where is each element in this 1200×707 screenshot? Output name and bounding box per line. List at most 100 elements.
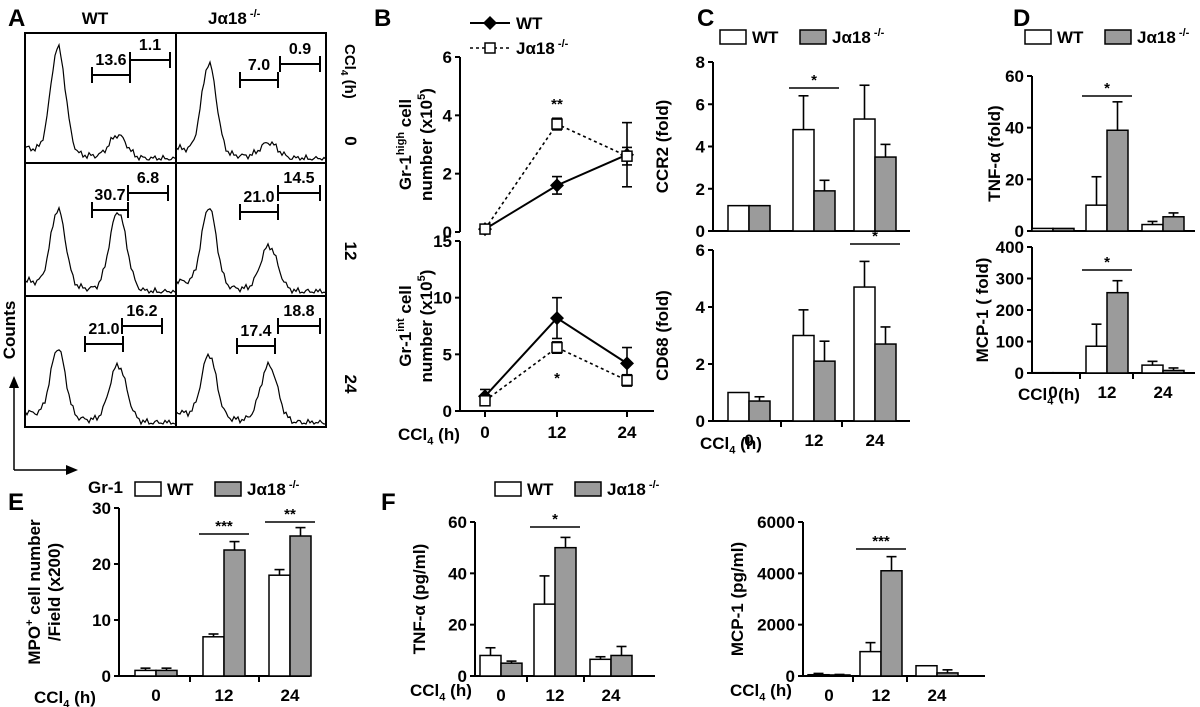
ko-label: Jα18 -/- bbox=[208, 8, 261, 28]
chart-b-top: 0 2 4 6 ** Gr-1high cell number (x105) bbox=[395, 48, 634, 242]
bar bbox=[268, 574, 291, 677]
chart-e-top: 0 20 40 60 * TNF-α (fold) bbox=[985, 67, 1195, 241]
text-span: Gr-1 bbox=[396, 332, 415, 367]
text-span: 4 bbox=[759, 691, 766, 703]
text-span: -/- bbox=[555, 38, 569, 50]
y-axis-title: TNF-α (fold) bbox=[985, 105, 1004, 201]
legend-marker-ko bbox=[484, 42, 496, 54]
legend-swatch-ko bbox=[574, 481, 602, 497]
x-tick-label: 0 bbox=[151, 686, 160, 705]
x-tick-label: 24 bbox=[602, 686, 621, 705]
bar bbox=[589, 658, 612, 677]
chart-d-top: 0 2 4 6 8 * CCR2 (fold) bbox=[653, 53, 910, 241]
row-label: 24 bbox=[341, 375, 360, 394]
histogram-trace bbox=[24, 349, 176, 426]
y-tick-label: 0 bbox=[786, 667, 795, 686]
panel-letter-e: E bbox=[8, 489, 24, 516]
text-span: Jα18 bbox=[208, 9, 247, 28]
data-point bbox=[550, 178, 564, 193]
legend-swatch-wt bbox=[494, 481, 522, 497]
x-tick-label: 12 bbox=[215, 686, 234, 705]
bar bbox=[1162, 216, 1185, 232]
y-tick-label: 6 bbox=[443, 48, 452, 67]
text-span: -/- bbox=[646, 479, 660, 491]
text-span: CCl bbox=[341, 44, 358, 70]
data-point bbox=[551, 341, 563, 354]
bar bbox=[748, 204, 771, 232]
y-tick-label: 60 bbox=[1005, 67, 1024, 86]
bar bbox=[500, 662, 523, 677]
x-tick-label: 12 bbox=[805, 431, 824, 450]
text-span: number (x10 bbox=[417, 100, 436, 201]
legend-label-wt: WT bbox=[752, 28, 779, 47]
y-tick-label: 400 bbox=[996, 238, 1024, 257]
bar bbox=[874, 343, 897, 422]
row-label: 12 bbox=[341, 242, 360, 261]
y-tick-label: 8 bbox=[696, 53, 705, 72]
ko-label: Jα18 -/- bbox=[247, 479, 300, 499]
text-span: 5 bbox=[416, 275, 428, 281]
y-tick-label: 4 bbox=[443, 106, 453, 125]
gate-value: 1.1 bbox=[139, 37, 161, 54]
significance-stars: *** bbox=[215, 518, 233, 535]
significance-stars: * bbox=[552, 511, 558, 528]
text-span: Jα18 bbox=[1137, 28, 1176, 47]
significance-stars: * bbox=[811, 72, 817, 89]
text-span: 4 bbox=[427, 435, 434, 447]
y-axis-title: Gr-1high cell bbox=[395, 99, 415, 190]
text-span: (h) bbox=[765, 681, 791, 700]
bar bbox=[853, 118, 876, 232]
legend-swatch-ko bbox=[1104, 29, 1132, 45]
text-span: CCl bbox=[34, 688, 63, 707]
data-point bbox=[621, 150, 633, 162]
data-point bbox=[479, 395, 491, 407]
histogram-trace bbox=[24, 42, 176, 162]
y-axis-title: number (x105) bbox=[416, 270, 436, 383]
x-tick-label: 24 bbox=[1154, 383, 1173, 402]
y-tick-label: 10 bbox=[433, 289, 452, 308]
series-line bbox=[484, 153, 628, 230]
x-tick-label: 12 bbox=[1098, 383, 1117, 402]
chart-f-left: 0 20 40 60 0 12 24 * TNF-α (pg/ml) bbox=[410, 511, 655, 705]
bar bbox=[748, 400, 771, 422]
bar bbox=[859, 650, 882, 677]
text-span: -/- bbox=[871, 27, 885, 39]
y-tick-label: 0 bbox=[443, 223, 452, 242]
y-tick-label: 6 bbox=[696, 95, 705, 114]
gate-value: 14.5 bbox=[283, 170, 314, 187]
text-span: Jα18 bbox=[516, 39, 555, 58]
text-span: int bbox=[395, 318, 407, 332]
y-tick-label: 20 bbox=[92, 555, 111, 574]
legend-label-wt: WT bbox=[167, 480, 194, 499]
text-span: CCl bbox=[410, 681, 439, 700]
x-tick-label: 24 bbox=[618, 423, 637, 442]
bar bbox=[289, 535, 312, 677]
y-tick-label: 20 bbox=[1005, 170, 1024, 189]
y-tick-label: 0 bbox=[443, 402, 452, 421]
text-span: (h) bbox=[433, 425, 459, 444]
y-tick-label: 5 bbox=[443, 345, 452, 364]
bar bbox=[479, 654, 502, 677]
y-tick-label: 20 bbox=[448, 616, 467, 635]
y-tick-label: 15 bbox=[433, 232, 452, 251]
text-span: CCl bbox=[1018, 385, 1047, 404]
text-span: (h) bbox=[735, 434, 761, 453]
significance-stars: ** bbox=[284, 506, 296, 523]
bar bbox=[807, 673, 830, 677]
x-tick-label: 0 bbox=[744, 431, 753, 450]
ccl4-h-label: CCl4 (h) bbox=[730, 681, 792, 703]
bar bbox=[155, 669, 178, 677]
bar bbox=[1085, 204, 1108, 232]
y-tick-label: 0 bbox=[1015, 364, 1024, 383]
y-tick-label: 0 bbox=[696, 222, 705, 241]
y-tick-label: 100 bbox=[996, 333, 1024, 352]
text-span: number (x10 bbox=[417, 281, 436, 382]
legend-marker-wt bbox=[483, 16, 497, 30]
row-title: CCl4 (h) bbox=[338, 44, 358, 99]
bar bbox=[813, 190, 836, 232]
legend-b: WT Jα18 -/- bbox=[470, 14, 569, 58]
histogram-trace bbox=[175, 352, 327, 425]
y-tick-label: 60 bbox=[448, 513, 467, 532]
